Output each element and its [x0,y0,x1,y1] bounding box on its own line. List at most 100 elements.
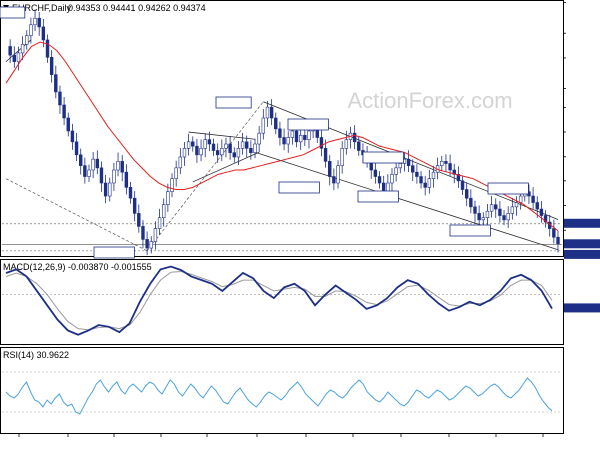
candle-body [137,213,141,227]
candle-body [423,182,427,188]
candle-body [49,56,54,75]
candle-body [340,148,344,166]
candle-body [33,17,37,26]
candle-body [178,156,183,169]
candle-body [319,137,324,149]
dashed-support-line-left [5,178,148,252]
candle-body [257,132,261,145]
candle-body [377,176,382,184]
moving-average-line [5,41,559,232]
candle-body [381,182,386,192]
rsi-panel-frame [0,347,564,434]
candle-body [274,117,278,130]
candle-body [120,161,124,173]
candle-body [390,174,394,184]
candle-body [170,178,174,192]
candle-body [332,176,336,184]
candle-body [481,217,485,221]
candle-body [411,165,415,173]
candle-body [269,106,274,119]
pivot-label-box [215,96,252,109]
candle-body [261,117,266,134]
candle-body [456,174,461,182]
candle-body [103,182,108,197]
candle-body [8,46,12,56]
candle-body [477,213,481,221]
candle-body [552,228,556,238]
candle-body [182,148,187,158]
candle-body [531,195,535,203]
candle-body [464,189,469,199]
candle-body [357,141,361,151]
candle-body [70,130,75,143]
candle-body [448,163,452,171]
candle-body [323,148,328,162]
candle-body [398,163,402,169]
candle-body [502,215,506,221]
candle-body [286,137,290,145]
candle-body [83,165,87,177]
candle-body [124,171,129,188]
candle-body [278,128,282,138]
candle-body [240,141,245,149]
candle-body [153,228,158,242]
candle-body [282,137,286,145]
pivot-label-box [357,190,399,203]
pivot-label-box [449,224,491,237]
candle-body [95,158,100,169]
candle-body [444,161,448,164]
candle-body [506,213,510,221]
candle-body [149,241,153,249]
candle-body [440,161,444,166]
candle-body [556,236,560,245]
rsi-line [5,377,553,415]
candle-body [128,187,133,199]
candle-body [58,91,62,106]
candle-body [37,17,41,28]
candle-body [162,204,166,219]
candle-body [25,35,29,45]
candle-body [336,165,340,184]
candle-body [203,139,207,149]
watermark: ActionForex.com [347,88,512,113]
candle-body [518,195,523,203]
candle-body [236,148,241,158]
candle-body [91,158,95,171]
candle-body [298,135,303,143]
triangle-upper-line [188,131,256,140]
candle-body [224,143,228,149]
candle-body [344,139,349,149]
candle-body [415,171,419,177]
macd-line [5,265,553,336]
candle-body [132,197,137,214]
candle-body [494,204,498,210]
candle-body [228,143,232,153]
candle-body [290,130,295,138]
candle-body [116,161,120,171]
candle-body [112,169,116,184]
rsi-panel-title: RSI(14) 30.9622 [3,350,69,360]
candle-body [245,141,249,149]
candle-body [74,141,79,156]
pivot-label-box [487,182,529,195]
macd-signal-line [5,271,553,331]
candle-body [54,74,58,93]
dashed-trend-line [146,101,264,252]
macd-panel-title: MACD(12,26,9) -0.003870 -0.001555 [3,262,152,272]
candle-body [469,197,473,208]
candle-body [108,182,112,197]
macd-series-layer [2,265,562,336]
candle-body [191,141,195,147]
candle-body [207,139,212,145]
candle-body [489,204,494,212]
candle-body [99,167,104,184]
candle-body [79,154,83,166]
candle-body [535,202,539,210]
candle-body [253,143,257,153]
candle-body [232,152,236,158]
candle-body [186,141,191,149]
candle-body [265,106,270,119]
candle-body [406,158,411,166]
candle-body [211,143,216,151]
